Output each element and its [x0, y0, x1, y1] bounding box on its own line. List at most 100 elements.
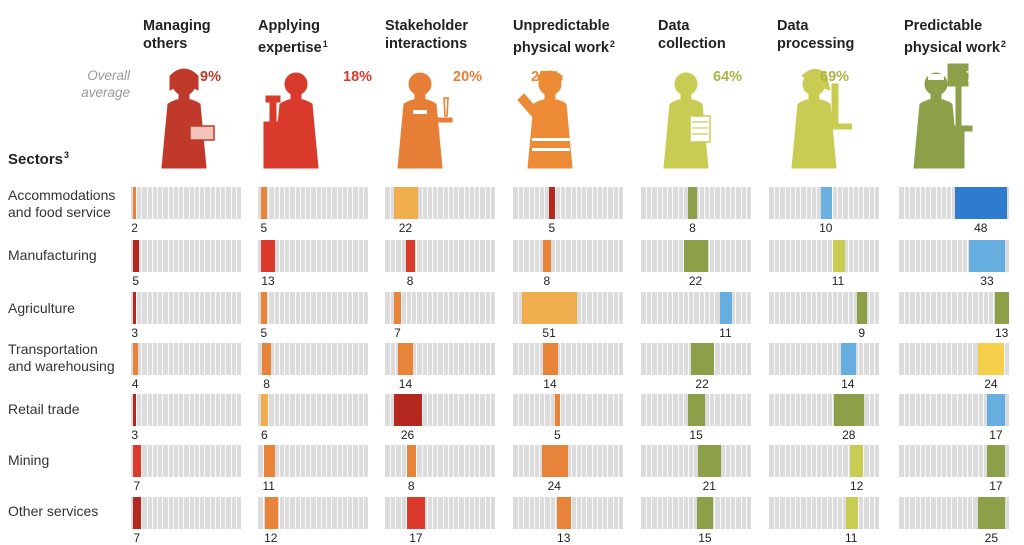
column-header-line-1: Data — [658, 18, 690, 34]
bar-track — [513, 240, 623, 272]
track-gridline — [437, 394, 439, 426]
track-gridline — [204, 343, 206, 375]
track-gridline — [458, 292, 460, 324]
bar — [261, 292, 267, 324]
overall-label-line-1: Overall — [87, 68, 130, 83]
track-gridline — [479, 187, 481, 219]
track-gridline — [779, 343, 781, 375]
track-gridline — [479, 445, 481, 477]
value-label: 13 — [994, 326, 1009, 340]
track-gridline — [220, 343, 222, 375]
track-gridline — [172, 497, 174, 529]
track-gridline — [284, 497, 286, 529]
track-gridline — [474, 187, 476, 219]
sectors-footnote: 3 — [64, 150, 70, 160]
track-gridline — [914, 187, 916, 219]
column-header-managing: Managing others — [143, 17, 211, 53]
column-header-line-1: Predictable — [904, 18, 983, 34]
track-gridline — [651, 445, 653, 477]
track-gridline — [914, 445, 916, 477]
column-header-processing: Data processing — [777, 17, 854, 53]
bar-track — [513, 394, 623, 426]
bar-track — [769, 343, 879, 375]
track-gridline — [204, 445, 206, 477]
track-gridline — [925, 394, 927, 426]
bar-track — [899, 497, 1009, 529]
track-gridline — [810, 343, 812, 375]
track-gridline — [193, 187, 195, 219]
track-gridline — [735, 445, 737, 477]
sector-label: Transportation and warehousing — [8, 341, 115, 375]
value-label: 4 — [131, 377, 139, 391]
value-label: 2 — [131, 221, 138, 235]
bar — [690, 343, 715, 375]
track-gridline — [468, 240, 470, 272]
track-gridline — [193, 445, 195, 477]
track-gridline — [315, 292, 317, 324]
track-gridline — [810, 292, 812, 324]
track-gridline — [560, 240, 562, 272]
track-gridline — [930, 445, 932, 477]
track-gridline — [961, 394, 963, 426]
track-gridline — [852, 240, 854, 272]
track-gridline — [591, 445, 593, 477]
track-gridline — [816, 445, 818, 477]
track-gridline — [331, 394, 333, 426]
track-gridline — [204, 497, 206, 529]
track-gridline — [390, 394, 392, 426]
track-gridline — [873, 187, 875, 219]
track-gridline — [533, 343, 535, 375]
track-gridline — [157, 187, 159, 219]
track-gridline — [816, 240, 818, 272]
track-gridline — [581, 343, 583, 375]
track-gridline — [982, 394, 984, 426]
track-gridline — [800, 343, 802, 375]
track-gridline — [299, 240, 301, 272]
bar-track — [258, 497, 368, 529]
track-gridline — [935, 394, 937, 426]
column-header-line-1: Data — [777, 18, 809, 34]
track-gridline — [331, 187, 333, 219]
track-gridline — [842, 292, 844, 324]
track-gridline — [362, 445, 364, 477]
track-gridline — [925, 445, 927, 477]
track-gridline — [362, 394, 364, 426]
value-label: 8 — [406, 274, 414, 288]
track-gridline — [873, 240, 875, 272]
sector-label-line: Mining — [8, 452, 50, 468]
track-gridline — [607, 240, 609, 272]
track-gridline — [432, 187, 434, 219]
track-gridline — [284, 343, 286, 375]
track-gridline — [284, 240, 286, 272]
track-gridline — [447, 445, 449, 477]
track-gridline — [816, 292, 818, 324]
bar — [549, 187, 555, 219]
track-gridline — [315, 240, 317, 272]
track-gridline — [961, 343, 963, 375]
track-gridline — [575, 240, 577, 272]
track-gridline — [294, 292, 296, 324]
value-label: 17 — [989, 479, 1003, 493]
track-gridline — [458, 240, 460, 272]
track-gridline — [784, 240, 786, 272]
track-gridline — [612, 240, 614, 272]
track-gridline — [390, 240, 392, 272]
column-footnote: 1 — [322, 39, 328, 49]
bar-track — [899, 187, 1009, 219]
value-label: 8 — [263, 377, 270, 391]
track-gridline — [484, 292, 486, 324]
track-gridline — [528, 497, 530, 529]
track-gridline — [774, 240, 776, 272]
track-gridline — [956, 292, 958, 324]
track-gridline — [858, 497, 860, 529]
track-gridline — [873, 497, 875, 529]
track-gridline — [310, 394, 312, 426]
track-gridline — [672, 292, 674, 324]
track-gridline — [310, 292, 312, 324]
track-gridline — [294, 445, 296, 477]
bar — [978, 497, 1006, 529]
value-label: 11 — [719, 326, 732, 340]
track-gridline — [607, 292, 609, 324]
track-gridline — [167, 240, 169, 272]
track-gridline — [273, 394, 275, 426]
